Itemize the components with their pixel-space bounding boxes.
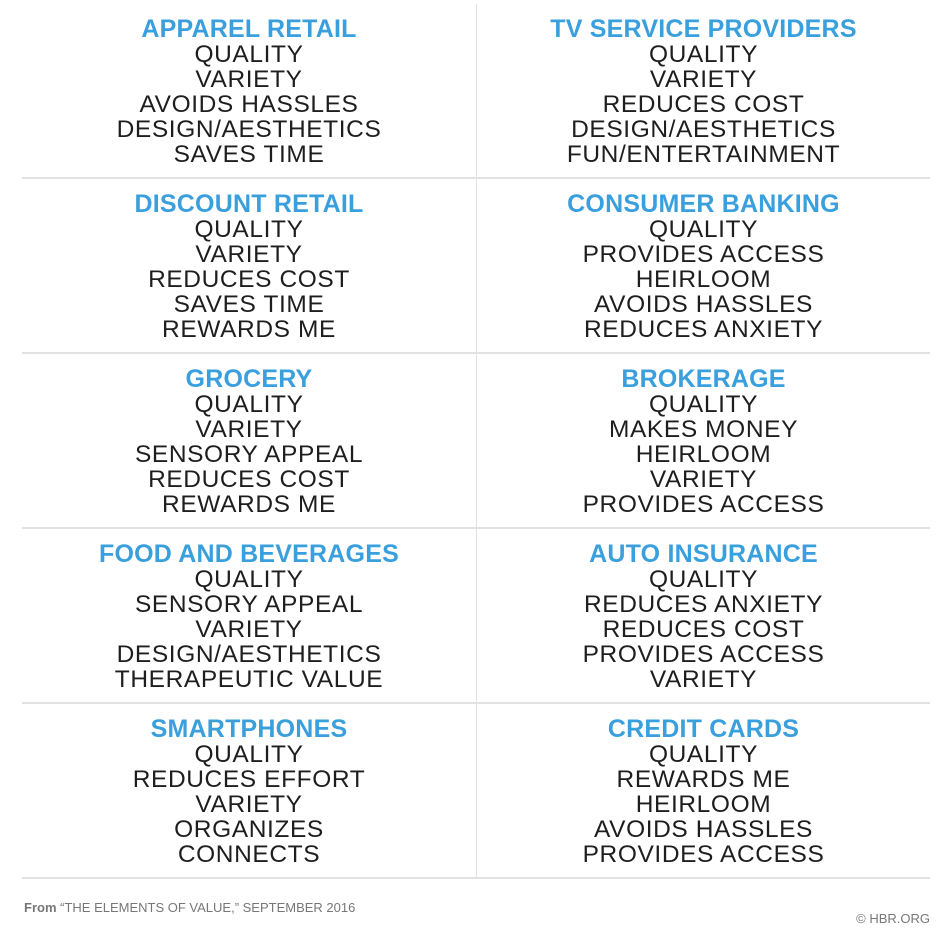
value-element-item: QUALITY: [194, 391, 304, 418]
value-element-item: SENSORY APPEAL: [134, 591, 364, 618]
value-element-item: VARIETY: [195, 66, 303, 93]
category-title: SMARTPHONES: [150, 715, 348, 743]
category-cell: APPAREL RETAIL QUALITY VARIETY AVOIDS HASSL…: [22, 4, 476, 179]
value-element-item: QUALITY: [194, 566, 304, 593]
value-element-item: SENSORY APPEAL: [134, 441, 364, 468]
value-element-item: ORGANIZES: [174, 816, 324, 843]
category-title: BROKERAGE: [621, 365, 786, 393]
value-element-item: DESIGN/AESTHETICS: [116, 116, 382, 143]
value-element-item: QUALITY: [648, 41, 759, 68]
category-title: APPAREL RETAIL: [141, 15, 357, 43]
category-cell: SMARTPHONES QUALITY REDUCES EFFORT VARIETY O…: [22, 704, 476, 879]
value-element-item: REDUCES ANXIETY: [583, 591, 824, 618]
category-title: AUTO INSURANCE: [589, 540, 818, 568]
category-cell: GROCERY QUALITY VARIETY SENSORY APPEAL REDUC…: [22, 354, 476, 529]
value-element-item: HEIRLOOM: [635, 791, 772, 818]
value-element-item: DESIGN/AESTHETICS: [571, 116, 836, 143]
value-element-item: MAKES MONEY: [608, 416, 799, 443]
value-element-item: THERAPEUTIC VALUE: [114, 666, 384, 693]
value-element-item: FUN/ENTERTAINMENT: [566, 141, 841, 168]
category-cell: TV SERVICE PROVIDERS QUALITY VARIETY REDUCE…: [476, 4, 930, 179]
category-cell: CONSUMER BANKING QUALITY PROVIDES ACCESS HE…: [476, 179, 930, 354]
value-element-item: QUALITY: [648, 391, 759, 418]
value-element-item: VARIETY: [649, 466, 758, 493]
value-element-item: PROVIDES ACCESS: [582, 241, 825, 268]
value-element-item: SAVES TIME: [173, 141, 325, 168]
value-element-item: VARIETY: [649, 666, 758, 693]
source-from-label: From: [24, 900, 57, 915]
category-cell: BROKERAGE QUALITY MAKES MONEY HEIRLOOM VARIE…: [476, 354, 930, 529]
value-element-item: QUALITY: [194, 216, 304, 243]
value-element-item: DESIGN/AESTHETICS: [116, 641, 382, 668]
value-element-item: PROVIDES ACCESS: [582, 641, 825, 668]
category-title: TV SERVICE PROVIDERS: [550, 15, 857, 43]
value-element-item: VARIETY: [649, 66, 758, 93]
value-element-item: AVOIDS HASSLES: [594, 291, 813, 318]
category-title: DISCOUNT RETAIL: [134, 190, 364, 218]
value-element-item: AVOIDS HASSLES: [139, 91, 359, 118]
value-element-item: QUALITY: [194, 741, 304, 768]
value-element-item: CONNECTS: [177, 841, 321, 868]
value-element-item: REWARDS ME: [162, 491, 336, 518]
value-element-item: QUALITY: [648, 741, 759, 768]
value-element-item: REDUCES COST: [148, 466, 350, 493]
value-element-item: QUALITY: [648, 566, 759, 593]
value-element-item: VARIETY: [195, 791, 303, 818]
value-element-item: QUALITY: [194, 41, 304, 68]
category-cell: DISCOUNT RETAIL QUALITY VARIETY REDUCES COS…: [22, 179, 476, 354]
value-element-item: REDUCES COST: [602, 91, 805, 118]
value-element-item: SAVES TIME: [173, 291, 325, 318]
value-element-item: REWARDS ME: [162, 316, 336, 343]
category-title: FOOD AND BEVERAGES: [99, 540, 399, 568]
value-element-item: REDUCES COST: [602, 616, 805, 643]
value-element-item: REDUCES COST: [148, 266, 350, 293]
value-element-item: PROVIDES ACCESS: [582, 841, 825, 868]
copyright-notice: © HBR.ORG: [856, 911, 930, 926]
value-element-item: VARIETY: [195, 616, 303, 643]
value-elements-grid: APPAREL RETAIL QUALITY VARIETY AVOIDS HASSL…: [22, 4, 930, 879]
value-element-item: VARIETY: [195, 241, 303, 268]
source-text: “THE ELEMENTS OF VALUE,” SEPTEMBER 2016: [60, 900, 356, 915]
value-element-item: AVOIDS HASSLES: [594, 816, 813, 843]
value-element-item: PROVIDES ACCESS: [582, 491, 825, 518]
value-element-item: HEIRLOOM: [635, 266, 772, 293]
value-element-item: REDUCES ANXIETY: [583, 316, 824, 343]
source-credit: From “THE ELEMENTS OF VALUE,” SEPTEMBER …: [24, 900, 355, 915]
category-cell: FOOD AND BEVERAGES QUALITY SENSORY APPEAL V…: [22, 529, 476, 704]
category-title: CONSUMER BANKING: [567, 190, 840, 218]
value-element-item: REWARDS ME: [616, 766, 791, 793]
value-element-item: QUALITY: [648, 216, 759, 243]
value-element-item: HEIRLOOM: [635, 441, 772, 468]
category-title: CREDIT CARDS: [607, 715, 800, 743]
category-cell: CREDIT CARDS QUALITY REWARDS ME HEIRLOOM AVO…: [476, 704, 930, 879]
value-element-item: REDUCES EFFORT: [132, 766, 366, 793]
value-element-item: VARIETY: [195, 416, 303, 443]
category-title: GROCERY: [185, 365, 313, 393]
category-cell: AUTO INSURANCE QUALITY REDUCES ANXIETY REDU…: [476, 529, 930, 704]
